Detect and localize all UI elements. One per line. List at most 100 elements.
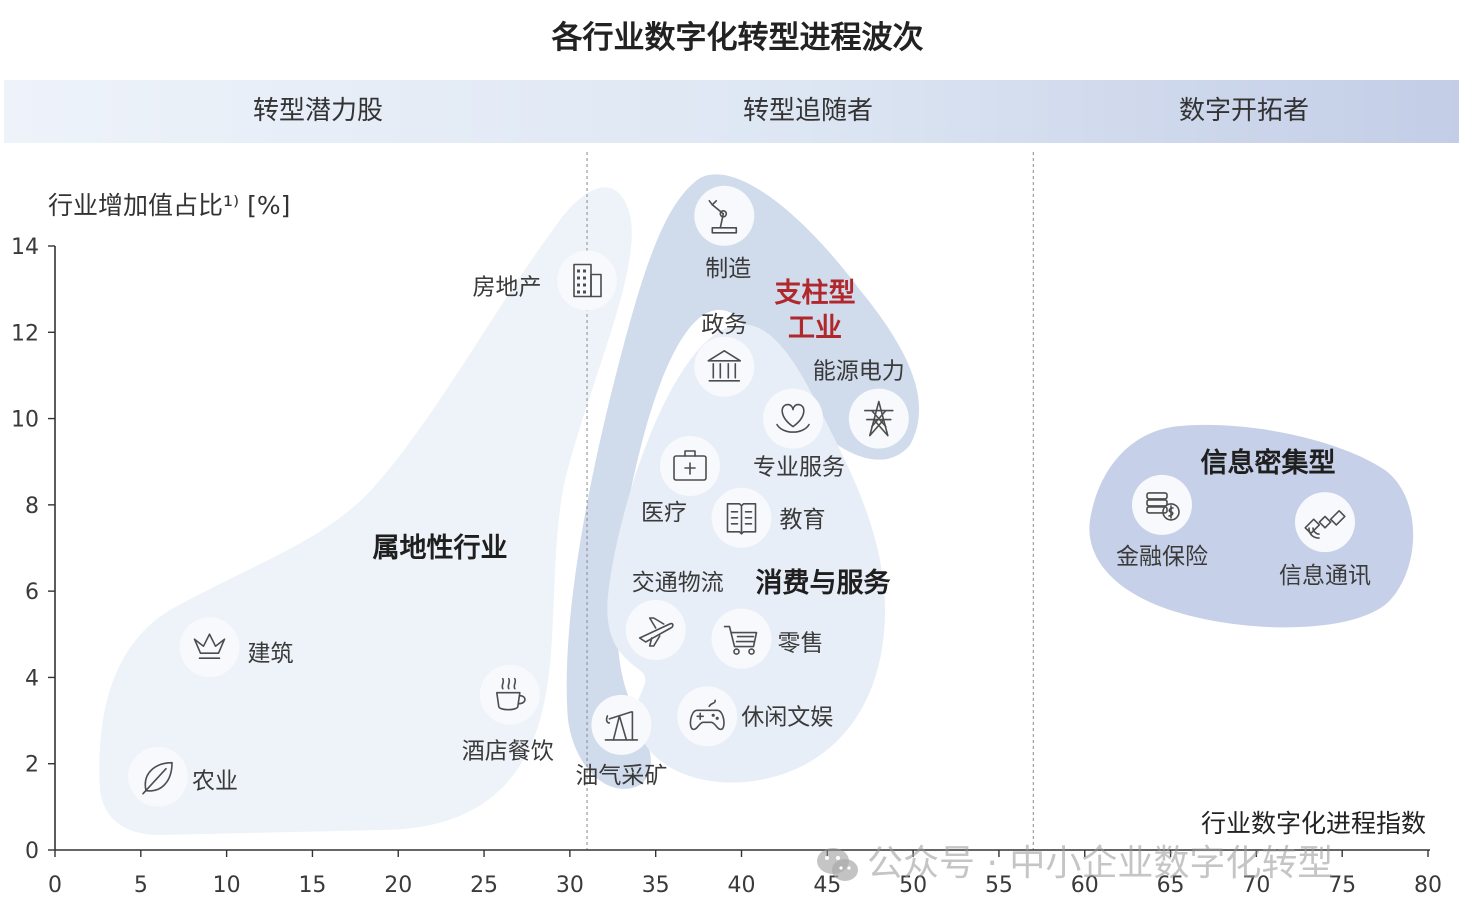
point-bubble [557,250,617,311]
point-label: 建筑 [248,641,294,667]
coins-icon [1146,492,1180,521]
x-tick-label-65: 65 [1157,873,1185,898]
y-tick-label-2: 2 [25,753,39,778]
gamepad-icon [689,699,725,731]
point-bubble [1295,492,1355,553]
x-tick-label-60: 60 [1071,873,1099,898]
airplane-icon [638,617,674,647]
wechat-icon [817,848,858,881]
data-point-5: 能源电力 [813,359,909,449]
pillar-region [566,174,920,789]
point-label: 制造 [705,256,751,282]
x-tick-label-10: 10 [213,873,241,898]
group-label-pillar: 支柱型 [775,278,856,309]
point-bubble [763,388,823,449]
watermark: 公众号 · 中小企业数字化转型 [815,834,1333,886]
data-point-2: 酒店餐饮 [462,664,554,765]
chart-title: 各行业数字化转型进程波次 [551,20,924,56]
point-bubble [677,686,738,747]
data-point-4: 制造 [694,185,755,282]
x-tick-label-20: 20 [384,873,412,898]
y-tick-label-6: 6 [25,580,39,605]
y-tick-label-14: 14 [11,235,39,260]
y-tick-label-8: 8 [25,494,39,519]
shopping-cart-icon [723,625,758,655]
point-label: 零售 [778,631,824,657]
x-tick-label-50: 50 [899,873,927,898]
group-label-territorial: 属地性行业 [373,532,508,564]
point-label: 房地产 [473,275,542,301]
y-tick-label-12: 12 [11,321,39,346]
info-region [1089,424,1414,628]
group-label-info: 信息密集型 [1201,447,1336,479]
point-label: 教育 [780,507,826,533]
x-axis-label: 行业数字化进程指数 [1201,809,1426,838]
point-label: 油气采矿 [575,763,667,789]
x-tick-label-35: 35 [642,873,670,898]
data-point-9: 医疗 [641,436,720,526]
point-label: 政务 [701,312,747,338]
book-icon [726,502,757,535]
point-label: 酒店餐饮 [462,739,554,765]
data-point-6: 油气采矿 [575,694,667,789]
x-tick-label-80: 80 [1414,873,1442,898]
point-label: 金融保险 [1116,544,1208,570]
watermark-text: 公众号 · 中小企业数字化转型 [867,843,1334,884]
point-label: 能源电力 [813,359,905,385]
government-building-icon [707,349,742,382]
consumer-region [607,324,885,783]
x-tick-label-70: 70 [1242,873,1270,898]
point-label: 信息通讯 [1279,563,1371,589]
x-tick-label-75: 75 [1328,873,1356,898]
data-point-15: 信息通讯 [1279,492,1371,589]
group-label-consumer: 消费与服务 [756,568,891,599]
y-tick-label-0: 0 [25,839,39,864]
data-point-8: 专业服务 [753,388,845,481]
data-point-13: 休闲文娱 [677,686,833,747]
band-label-followers: 转型追随者 [742,96,873,126]
building-icon [573,263,602,298]
x-tick-label-0: 0 [48,873,62,898]
data-point-3: 农业 [128,746,238,807]
group-label-pillar-1: 工业 [788,313,842,344]
power-tower-icon [863,400,894,437]
data-point-11: 交通物流 [625,570,724,660]
crown-icon [193,633,226,660]
point-bubble [479,664,540,725]
y-axis-label: 行业增加值占比¹⁾ [%] [48,191,290,220]
point-label: 农业 [192,769,238,795]
x-tick-label-40: 40 [728,873,756,898]
oil-pump-icon [604,711,639,741]
satellite-icon [1304,509,1346,539]
point-label: 交通物流 [632,570,724,596]
point-label: 专业服务 [753,455,845,481]
point-bubble [694,336,755,397]
point-label: 医疗 [641,500,687,526]
data-point-10: 教育 [711,487,826,548]
x-tick-label-25: 25 [470,873,498,898]
x-tick-label-15: 15 [298,873,326,898]
point-bubble [711,608,772,669]
robot-arm-icon [708,200,738,234]
y-tick-label-10: 10 [11,408,39,433]
point-bubble [1132,474,1192,535]
data-point-1: 建筑 [179,617,294,678]
y-tick-label-4: 4 [25,666,39,691]
heart-hands-icon [776,403,810,433]
point-bubble [179,617,240,678]
band-label-potential: 转型潜力股 [252,96,383,126]
x-tick-label-30: 30 [556,873,584,898]
data-point-12: 零售 [711,608,824,669]
point-label: 休闲文娱 [741,704,833,730]
medical-kit-icon [673,450,707,481]
band-label-pioneers: 数字开拓者 [1178,96,1309,126]
data-point-0: 房地产 [473,250,617,311]
coffee-cup-icon [495,677,526,711]
leaf-icon [142,761,173,795]
data-point-14: 金融保险 [1116,474,1208,570]
category-band: 转型潜力股 转型追随者 数字开拓者 [4,80,1459,143]
x-tick-label-55: 55 [985,873,1013,898]
